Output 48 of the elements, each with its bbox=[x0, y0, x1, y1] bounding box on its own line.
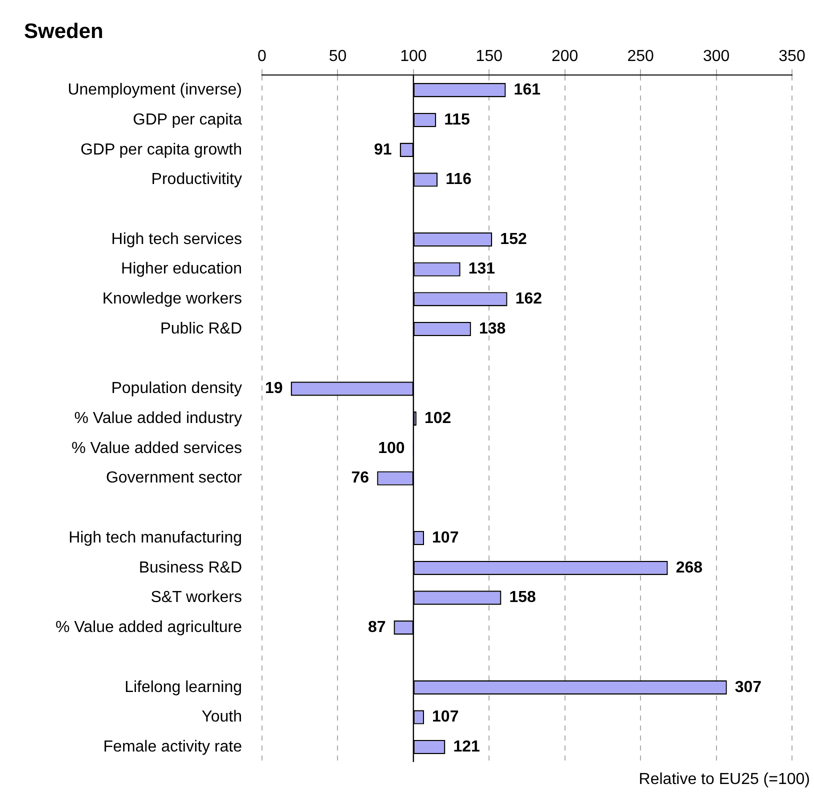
y-tick-label: GDP per capita growth bbox=[80, 141, 242, 158]
y-tick-label: Business R&D bbox=[138, 559, 242, 576]
data-label: 158 bbox=[509, 589, 536, 606]
y-tick-label: Lifelong learning bbox=[124, 678, 242, 696]
data-label: 116 bbox=[446, 171, 472, 188]
data-label: 152 bbox=[500, 230, 527, 248]
data-label: 102 bbox=[424, 410, 452, 428]
data-label: 19 bbox=[264, 380, 283, 398]
text: Sweden bbox=[24, 20, 104, 44]
data-label: 162 bbox=[515, 290, 542, 308]
x-tick-label: 100 bbox=[400, 48, 427, 66]
y-tick-label: Government sector bbox=[106, 470, 243, 487]
x-tick-label: 350 bbox=[778, 48, 806, 66]
y-tick-label: % Value added agriculture bbox=[56, 619, 242, 636]
data-label: 91 bbox=[374, 141, 392, 158]
text: Relative to EU25 (=100) bbox=[638, 771, 810, 789]
y-tick-label: GDP per capita bbox=[132, 111, 242, 128]
y-tick-label: Unemployment (inverse) bbox=[68, 82, 242, 99]
x-tick-label: 300 bbox=[702, 48, 730, 66]
data-label: 268 bbox=[676, 559, 703, 576]
y-tick-label: High tech manufacturing bbox=[68, 529, 242, 546]
data-label: 100 bbox=[378, 440, 405, 457]
y-tick-label: Productivitity bbox=[151, 171, 242, 188]
y-tick-label: High tech services bbox=[111, 230, 242, 248]
x-tick-label: 250 bbox=[627, 48, 654, 66]
data-label: 107 bbox=[432, 708, 459, 726]
y-tick-label: Public R&D bbox=[160, 320, 242, 338]
y-tick-label: Population density bbox=[111, 380, 242, 398]
x-tick-label: 150 bbox=[476, 48, 503, 66]
y-tick-label: S&T workers bbox=[150, 589, 242, 606]
y-tick-label: Higher education bbox=[121, 260, 242, 278]
data-label: 161 bbox=[514, 82, 541, 99]
data-label: 138 bbox=[478, 320, 506, 338]
data-label: 107 bbox=[432, 529, 459, 546]
y-tick-label: Youth bbox=[202, 708, 242, 726]
data-label: 87 bbox=[368, 619, 386, 636]
data-label: 307 bbox=[734, 678, 762, 696]
data-label: 115 bbox=[444, 111, 470, 128]
y-tick-label: % Value added industry bbox=[74, 410, 242, 428]
y-tick-label: Knowledge workers bbox=[102, 290, 242, 308]
y-tick-label: % Value added services bbox=[72, 440, 242, 457]
data-label: 76 bbox=[351, 470, 370, 487]
data-label: 121 bbox=[453, 738, 480, 756]
x-tick-label: 50 bbox=[328, 48, 347, 66]
y-tick-label: Female activity rate bbox=[103, 738, 242, 756]
x-tick-label: 200 bbox=[552, 48, 578, 66]
data-label: 131 bbox=[468, 260, 496, 278]
x-tick-label: 0 bbox=[258, 48, 267, 66]
